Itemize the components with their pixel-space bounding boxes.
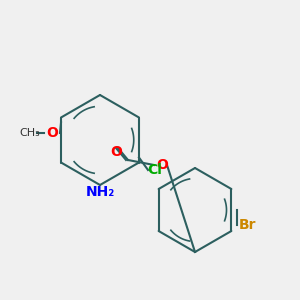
Text: NH₂: NH₂ — [85, 185, 115, 199]
Text: O: O — [156, 158, 168, 172]
Text: O: O — [110, 145, 122, 159]
Text: CH₃: CH₃ — [20, 128, 40, 138]
Text: Br: Br — [239, 218, 257, 232]
Text: Cl: Cl — [148, 163, 162, 177]
Text: O: O — [46, 126, 58, 140]
